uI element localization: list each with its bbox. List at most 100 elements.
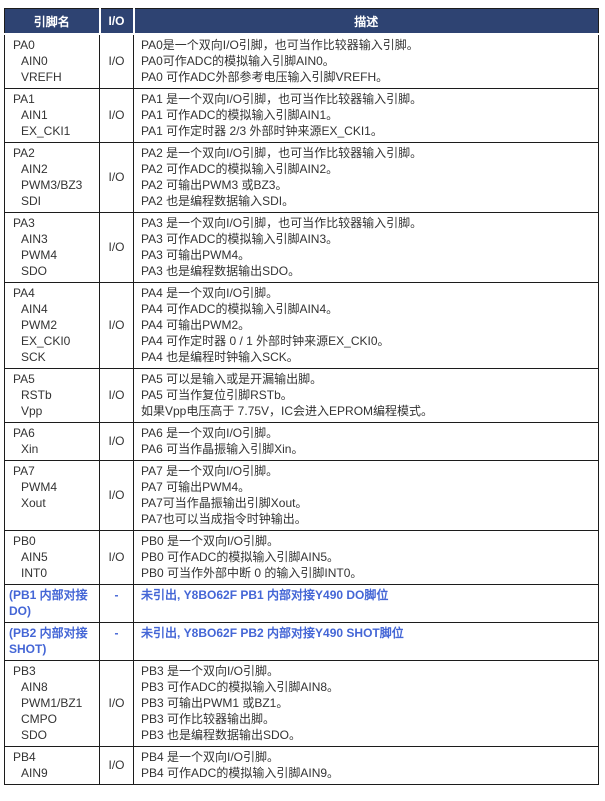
pin-alt-function: AIN4 (21, 302, 48, 316)
pin-alt-function: EX_CKI0 (21, 334, 71, 348)
table-row: PA0 AIN0 VREFH I/O PA0是一个双向I/O引脚，也可当作比较器输入引脚… (4, 33, 599, 89)
header-row: 引脚名 I/O 描述 (4, 8, 599, 35)
description-line: PA0是一个双向I/O引脚，也可当作比较器输入引脚。 (141, 38, 419, 52)
pin-name: PB0 (13, 534, 36, 548)
pin-alt-function: Xin (21, 442, 39, 456)
description-cell: PA7 是一个双向I/O引脚。 PA7 可输出PWM4。 PA7可当作晶振输出引脚X… (133, 460, 599, 531)
pin-alt-function: AIN9 (21, 766, 48, 780)
pin-alt-function: SCK (21, 350, 46, 364)
description-line: PA2 可作ADC的模拟输入引脚AIN2。 (141, 162, 339, 176)
description-cell: PB4 是一个双向I/O引脚。 PB4 可作ADC的模拟输入引脚AIN9。 (133, 746, 599, 785)
pin-alt-function: EX_CKI1 (21, 124, 71, 138)
pin-name-cell: PB3 AIN8 PWM1/BZ1 CMPO SDO (4, 660, 100, 747)
description-line: PA4 也是编程时钟输入SCK。 (141, 350, 299, 364)
io-cell: I/O (99, 660, 134, 747)
description-line: PA4 是一个双向I/O引脚。 (141, 286, 279, 300)
io-cell: I/O (99, 368, 134, 423)
description-line: PB0 可当作外部中断 0 的输入引脚INT0。 (141, 566, 363, 580)
description-line: PA3 可输出PWM4。 (141, 248, 251, 262)
pin-name-cell: PB0 AIN5 INT0 (4, 530, 100, 585)
pin-name-cell: (PB2 内部对接 SHOT) (4, 622, 100, 661)
table-row: PB3 AIN8 PWM1/BZ1 CMPO SDO I/O PB3 是一个双向I/O引脚。… (4, 660, 599, 747)
description-cell: PA2 是一个双向I/O引脚，也可当作比较器输入引脚。 PA2 可作ADC的模拟输… (133, 142, 599, 213)
description-line: PA4 可作定时器 0 / 1 外部时钟来源EX_CKI0。 (141, 334, 390, 348)
pin-alt-function: RSTb (21, 388, 52, 402)
pin-name-cell: PA1 AIN1 EX_CKI1 (4, 88, 100, 143)
pin-name-cell: PA5 RSTb Vpp (4, 368, 100, 423)
pin-alt-function: INT0 (21, 566, 48, 580)
pin-alt-function: SDO (21, 264, 48, 278)
io-cell: I/O (99, 282, 134, 369)
table-row: PA2 AIN2 PWM3/BZ3 SDI I/O PA2 是一个双向I/O引脚，也可当作… (4, 142, 599, 213)
pin-name: PA2 (13, 146, 35, 160)
header-pin-name: 引脚名 (4, 8, 100, 35)
description-cell: PA4 是一个双向I/O引脚。 PA4 可作ADC的模拟输入引脚AIN4。 PA4 … (133, 282, 599, 369)
description-line: 未引出, Y8BO62F PB2 内部对接Y490 SHOT脚位 (141, 626, 404, 640)
description-line: PB3 也是编程数据输出SDO。 (141, 728, 302, 742)
description-line: PA4 可作ADC的模拟输入引脚AIN4。 (141, 302, 339, 316)
description-cell: PB3 是一个双向I/O引脚。 PB3 可作ADC的模拟输入引脚AIN8。 PB3 … (133, 660, 599, 747)
io-cell: - (99, 622, 134, 661)
description-line: PB0 可作ADC的模拟输入引脚AIN5。 (141, 550, 340, 564)
pin-description-table: 引脚名 I/O 描述 PA0 AIN0 VREFH I/O PA0是一个双向I/O引脚，… (4, 8, 599, 785)
io-cell: I/O (99, 746, 134, 785)
description-line: PB0 是一个双向I/O引脚。 (141, 534, 280, 548)
pin-name: PA1 (13, 92, 35, 106)
description-line: PA2 可输出PWM3 或BZ3。 (141, 178, 288, 192)
io-cell: I/O (99, 460, 134, 531)
pin-alt-function: PWM4 (21, 480, 57, 494)
description-line: PA2 是一个双向I/O引脚，也可当作比较器输入引脚。 (141, 146, 423, 160)
pin-alt-function: PWM3/BZ3 (21, 178, 83, 192)
pin-name-cell: PA7 PWM4 Xout (4, 460, 100, 531)
description-line: PA7 可输出PWM4。 (141, 480, 251, 494)
pin-alt-function: PWM2 (21, 318, 57, 332)
header-io: I/O (98, 8, 134, 35)
description-line: PA7 是一个双向I/O引脚。 (141, 464, 279, 478)
description-line: PA3 可作ADC的模拟输入引脚AIN3。 (141, 232, 339, 246)
pin-alt-function: AIN2 (21, 162, 48, 176)
table-row: PA3 AIN3 PWM4 SDO I/O PA3 是一个双向I/O引脚，也可当作比较器输… (4, 212, 599, 283)
description-cell: PB0 是一个双向I/O引脚。 PB0 可作ADC的模拟输入引脚AIN5。 PB0 … (133, 530, 599, 585)
description-line: PA3 也是编程数据输出SDO。 (141, 264, 301, 278)
description-line: PB3 可作比较器输出脚。 (141, 712, 276, 726)
description-line: PA1 可作ADC的模拟输入引脚AIN1。 (141, 108, 339, 122)
pin-alt-function: SDO (21, 728, 48, 742)
description-line: PA4 可输出PWM2。 (141, 318, 251, 332)
pin-name: PA5 (13, 372, 35, 386)
description-line: PA2 也是编程数据输入SDI。 (141, 194, 295, 208)
table-row: PA4 AIN4 PWM2 EX_CKI0 SCK I/O PA4 是一个双向I/O引脚。 P… (4, 282, 599, 369)
description-line: PA0 可作ADC外部参考电压输入引脚VREFH。 (141, 70, 389, 84)
io-cell: I/O (99, 88, 134, 143)
description-line: PB3 是一个双向I/O引脚。 (141, 664, 280, 678)
description-line: 未引出, Y8BO62F PB1 内部对接Y490 DO脚位 (141, 588, 389, 602)
table-row: (PB2 内部对接 SHOT) - 未引出, Y8BO62F PB2 内部对接Y49… (4, 622, 599, 661)
description-cell: PA0是一个双向I/O引脚，也可当作比较器输入引脚。 PA0可作ADC的模拟输入引… (133, 33, 599, 89)
description-cell: PA6 是一个双向I/O引脚。 PA6 可当作晶振输入引脚Xin。 (133, 422, 599, 461)
pin-name: PB4 (13, 750, 36, 764)
pin-name: PA4 (13, 286, 35, 300)
pin-alt-function: Xout (21, 496, 46, 510)
pin-alt-function: AIN5 (21, 550, 48, 564)
description-cell: PA3 是一个双向I/O引脚，也可当作比较器输入引脚。 PA3 可作ADC的模拟输… (133, 212, 599, 283)
table-row: PA1 AIN1 EX_CKI1 I/O PA1 是一个双向I/O引脚，也可当作比较器输… (4, 88, 599, 143)
description-line: PA5 可当作复位引脚RSTb。 (141, 388, 293, 402)
description-cell: 未引出, Y8BO62F PB2 内部对接Y490 SHOT脚位 (133, 622, 599, 661)
description-line: PA6 是一个双向I/O引脚。 (141, 426, 279, 440)
io-cell: I/O (99, 212, 134, 283)
table-row: PB4 AIN9 I/O PB4 是一个双向I/O引脚。 PB4 可作ADC的模拟输入引… (4, 746, 599, 785)
description-line: PA6 可当作晶振输入引脚Xin。 (141, 442, 304, 456)
pin-name-cell: (PB1 内部对接 DO) (4, 584, 100, 623)
io-cell: I/O (99, 33, 134, 89)
description-line: PB3 可输出PWM1 或BZ1。 (141, 696, 289, 710)
pin-alt-function: VREFH (21, 70, 62, 84)
description-line: PB3 可作ADC的模拟输入引脚AIN8。 (141, 680, 340, 694)
pin-name-cell: PA4 AIN4 PWM2 EX_CKI0 SCK (4, 282, 100, 369)
description-line: PA7也可以当成指令时钟输出。 (141, 512, 307, 526)
description-line: PA3 是一个双向I/O引脚，也可当作比较器输入引脚。 (141, 216, 423, 230)
description-line: PB4 可作ADC的模拟输入引脚AIN9。 (141, 766, 340, 780)
description-line: PA1 可作定时器 2/3 外部时钟来源EX_CKI1。 (141, 124, 383, 138)
pin-name: PA0 (13, 38, 35, 52)
description-cell: 未引出, Y8BO62F PB1 内部对接Y490 DO脚位 (133, 584, 599, 623)
pin-name: PA7 (13, 464, 35, 478)
pin-alt-function: SDI (21, 194, 42, 208)
